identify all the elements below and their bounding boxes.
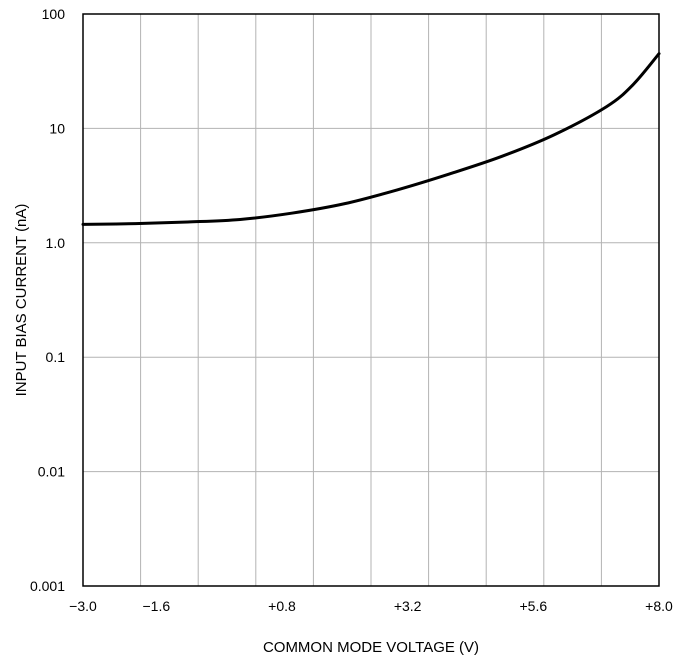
x-tick-labels: −3.0 −1.6 +0.8 +3.2 +5.6 +8.0: [69, 598, 673, 614]
y-tick-label: 1.0: [46, 235, 66, 251]
y-tick-labels: 0.001 0.01 0.1 1.0 10 100: [30, 6, 65, 594]
plot-area: [81, 52, 661, 226]
x-axis-label: COMMON MODE VOLTAGE (V): [263, 639, 479, 656]
y-tick-label: 100: [42, 6, 66, 22]
x-tick-label: +3.2: [394, 598, 422, 614]
y-tick-label: 0.1: [46, 349, 66, 365]
y-axis-label: INPUT BIAS CURRENT (nA): [13, 204, 30, 397]
series-line-0: [81, 52, 661, 226]
x-tick-label: +0.8: [268, 598, 296, 614]
x-tick-label: +8.0: [645, 598, 673, 614]
x-tick-label: +5.6: [520, 598, 548, 614]
plot-frame: [82, 13, 660, 587]
y-tick-label: 0.01: [38, 464, 65, 480]
x-tick-label: −3.0: [69, 598, 97, 614]
x-tick-label: −1.6: [142, 598, 170, 614]
y-tick-label: 0.001: [30, 578, 65, 594]
y-tick-label: 10: [49, 120, 65, 136]
grid: [83, 14, 659, 586]
